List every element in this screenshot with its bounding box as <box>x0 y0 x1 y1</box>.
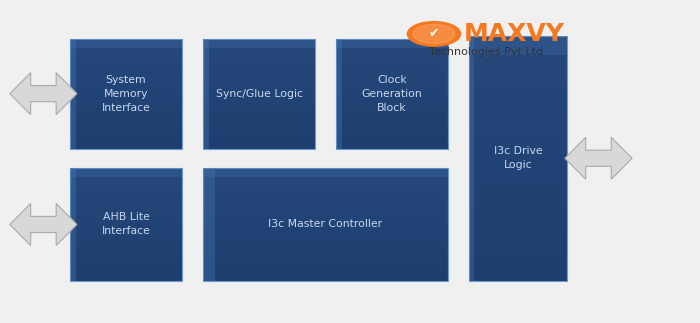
Circle shape <box>407 22 461 46</box>
FancyBboxPatch shape <box>203 39 209 149</box>
FancyBboxPatch shape <box>336 39 448 149</box>
FancyBboxPatch shape <box>203 105 315 116</box>
FancyBboxPatch shape <box>70 168 182 177</box>
FancyBboxPatch shape <box>336 105 448 116</box>
FancyBboxPatch shape <box>70 39 76 149</box>
FancyBboxPatch shape <box>203 213 448 224</box>
Text: I3c Master Controller: I3c Master Controller <box>268 220 383 229</box>
FancyBboxPatch shape <box>70 39 182 149</box>
FancyBboxPatch shape <box>469 36 474 281</box>
Polygon shape <box>565 137 632 179</box>
FancyBboxPatch shape <box>203 168 448 179</box>
FancyBboxPatch shape <box>336 116 448 127</box>
Text: ✔: ✔ <box>428 27 440 40</box>
Text: Clock
Generation
Block: Clock Generation Block <box>362 75 422 113</box>
FancyBboxPatch shape <box>70 50 182 61</box>
FancyBboxPatch shape <box>70 61 182 72</box>
FancyBboxPatch shape <box>336 94 448 105</box>
FancyBboxPatch shape <box>336 39 342 149</box>
FancyBboxPatch shape <box>203 179 448 191</box>
FancyBboxPatch shape <box>469 36 567 60</box>
FancyBboxPatch shape <box>203 191 448 202</box>
FancyBboxPatch shape <box>469 183 567 207</box>
FancyBboxPatch shape <box>70 236 182 247</box>
FancyBboxPatch shape <box>203 202 448 213</box>
FancyBboxPatch shape <box>469 60 567 85</box>
FancyBboxPatch shape <box>70 72 182 83</box>
Text: I3c Drive
Logic: I3c Drive Logic <box>494 146 542 170</box>
FancyBboxPatch shape <box>203 39 315 149</box>
FancyBboxPatch shape <box>70 105 182 116</box>
FancyBboxPatch shape <box>70 39 182 47</box>
FancyBboxPatch shape <box>70 116 182 127</box>
FancyBboxPatch shape <box>70 83 182 94</box>
FancyBboxPatch shape <box>203 39 315 50</box>
FancyBboxPatch shape <box>70 247 182 258</box>
FancyBboxPatch shape <box>203 72 315 83</box>
FancyBboxPatch shape <box>203 94 315 105</box>
FancyBboxPatch shape <box>336 72 448 83</box>
FancyBboxPatch shape <box>203 168 448 177</box>
FancyBboxPatch shape <box>203 50 315 61</box>
FancyBboxPatch shape <box>203 61 315 72</box>
FancyBboxPatch shape <box>469 85 567 109</box>
FancyBboxPatch shape <box>70 224 182 236</box>
FancyBboxPatch shape <box>203 83 315 94</box>
FancyBboxPatch shape <box>203 39 315 47</box>
FancyBboxPatch shape <box>70 94 182 105</box>
FancyBboxPatch shape <box>70 179 182 191</box>
Polygon shape <box>10 73 77 115</box>
FancyBboxPatch shape <box>336 50 448 61</box>
FancyBboxPatch shape <box>336 39 448 50</box>
FancyBboxPatch shape <box>469 134 567 158</box>
FancyBboxPatch shape <box>469 36 567 55</box>
FancyBboxPatch shape <box>70 39 182 50</box>
FancyBboxPatch shape <box>203 236 448 247</box>
FancyBboxPatch shape <box>336 83 448 94</box>
FancyBboxPatch shape <box>70 168 182 179</box>
FancyBboxPatch shape <box>203 116 315 127</box>
FancyBboxPatch shape <box>70 202 182 213</box>
Polygon shape <box>10 203 77 245</box>
FancyBboxPatch shape <box>203 168 448 281</box>
FancyBboxPatch shape <box>469 109 567 134</box>
FancyBboxPatch shape <box>203 247 448 258</box>
FancyBboxPatch shape <box>70 213 182 224</box>
Circle shape <box>413 24 455 44</box>
FancyBboxPatch shape <box>70 168 182 281</box>
Text: Sync/Glue Logic: Sync/Glue Logic <box>216 89 302 99</box>
FancyBboxPatch shape <box>469 207 567 232</box>
Text: Technologies Pvt Ltd: Technologies Pvt Ltd <box>429 47 544 57</box>
FancyBboxPatch shape <box>203 224 448 236</box>
FancyBboxPatch shape <box>70 168 76 281</box>
Text: AHB Lite
Interface: AHB Lite Interface <box>102 213 150 236</box>
FancyBboxPatch shape <box>70 191 182 202</box>
Text: System
Memory
Interface: System Memory Interface <box>102 75 150 113</box>
FancyBboxPatch shape <box>203 168 216 281</box>
FancyBboxPatch shape <box>336 39 448 47</box>
FancyBboxPatch shape <box>469 36 567 281</box>
FancyBboxPatch shape <box>469 158 567 183</box>
FancyBboxPatch shape <box>336 61 448 72</box>
Text: MAXVY: MAXVY <box>464 22 565 46</box>
